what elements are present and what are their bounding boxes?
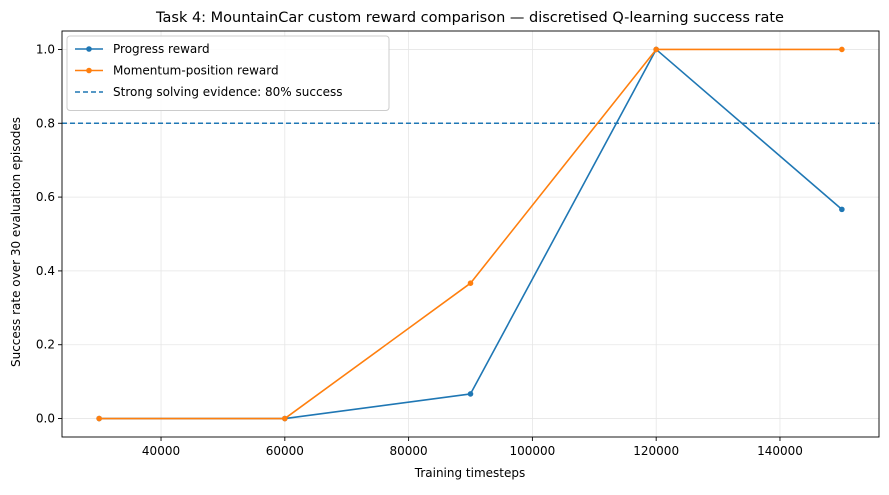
y-tick-label: 0.8 [36,116,55,130]
y-tick-label: 1.0 [36,42,55,56]
x-tick-label: 80000 [390,444,428,458]
legend-box [66,35,390,111]
chart-title: Task 4: MountainCar custom reward compar… [155,10,784,26]
y-axis-label: Success rate over 30 evaluation episodes [9,117,23,367]
axes-layer: 40000 60000 80000 100000 120000 140000 0.0 0.2 0… [36,30,880,458]
series-2-point [282,415,288,422]
x-tick-label: 40000 [142,444,180,458]
x-tick-label: 60000 [266,444,304,458]
legend-swatch-marker [86,67,92,74]
series-2-point [96,415,102,422]
legend-label: Strong solving evidence: 80% success [113,85,342,99]
x-tick-label: 140000 [757,444,803,458]
y-tick-label: 0.6 [36,190,55,204]
y-tick-label: 0.4 [36,264,55,278]
plot-frame [61,30,880,438]
legend-label: Progress reward [113,42,210,56]
y-tick-label: 0.0 [36,412,55,426]
x-tick-label: 100000 [509,444,555,458]
series-2-point [839,46,845,53]
x-axis-label: Training timesteps [414,466,525,480]
series-2-point [467,280,474,286]
series-layer [96,46,845,422]
legend-label: Momentum-position reward [113,64,279,78]
series-2-point [653,46,659,53]
x-tick-label: 120000 [633,444,679,458]
series-1-point [839,206,845,213]
y-tick-label: 0.2 [36,338,55,352]
legend: Progress reward Momentum-position reward S… [66,35,390,111]
series-1-point [467,391,474,397]
legend-swatch-marker [86,46,92,52]
